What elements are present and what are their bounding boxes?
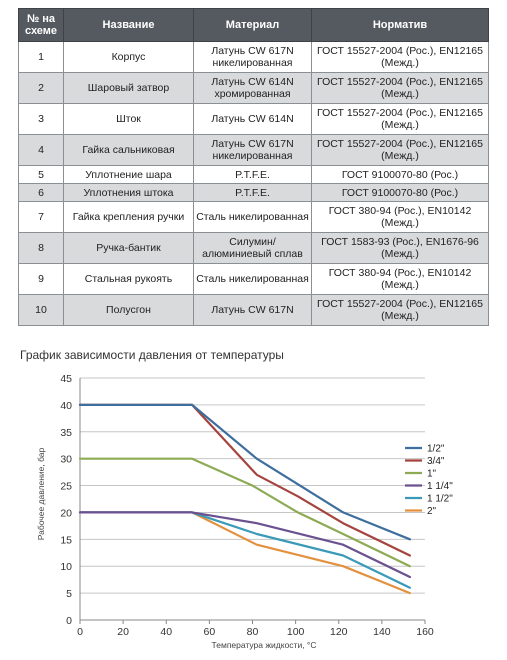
cell-standard: ГОСТ 9100070-80 (Рос.) (311, 183, 489, 202)
cell-standard: ГОСТ 380-94 (Рос.), EN10142 (Межд.) (311, 263, 489, 295)
table-row: 6 Уплотнения штока P.T.F.E. ГОСТ 9100070… (18, 183, 489, 202)
cell-material: Латунь CW 614N (193, 103, 312, 135)
y-tick-label: 40 (60, 400, 72, 412)
cell-material: Латунь CW 614N хромированная (193, 72, 312, 104)
cell-standard: ГОСТ 15527-2004 (Рос.), EN12165 (Межд.) (311, 134, 489, 166)
parts-table: № на схеме Название Материал Норматив 1 … (18, 8, 489, 326)
cell-standard: ГОСТ 15527-2004 (Рос.), EN12165 (Межд.) (311, 72, 489, 104)
chart-heading: График зависимости давления от температу… (20, 348, 284, 362)
cell-number: 6 (18, 183, 64, 202)
x-tick-label: 80 (247, 626, 259, 638)
x-axis-title: Температура жидкости, °С (212, 640, 317, 650)
chart-series (78, 403, 411, 595)
table-row: 5 Уплотнение шара P.T.F.E. ГОСТ 9100070-… (18, 165, 489, 184)
series-line (78, 511, 411, 579)
legend-label: 1 1/2" (427, 494, 453, 505)
x-tick-label: 140 (373, 626, 391, 638)
x-tick-label: 20 (117, 626, 129, 638)
y-tick-label: 0 (66, 615, 72, 627)
x-tick-label: 160 (416, 626, 434, 638)
cell-number: 2 (18, 72, 64, 104)
cell-standard: ГОСТ 15527-2004 (Рос.), EN12165 (Межд.) (311, 294, 489, 326)
cell-name: Шаровый затвор (63, 72, 194, 104)
x-tick-label: 60 (204, 626, 216, 638)
series-line (78, 457, 411, 568)
chart-axes: 0 5 10 15 20 25 30 35 40 45 0 20 40 60 80 100 120 140 160 (60, 373, 434, 638)
cell-name: Шток (63, 103, 194, 135)
series-line (78, 403, 411, 541)
series-line (78, 403, 411, 557)
cell-number: 7 (18, 201, 64, 233)
y-tick-label: 10 (60, 561, 72, 573)
cell-material: Латунь CW 617N (193, 294, 312, 326)
x-tick-label: 40 (160, 626, 172, 638)
cell-material: Латунь CW 617N никелированная (193, 41, 312, 73)
cell-standard: ГОСТ 15527-2004 (Рос.), EN12165 (Межд.) (311, 103, 489, 135)
cell-name: Гайка сальниковая (63, 134, 194, 166)
cell-number: 3 (18, 103, 64, 135)
cell-name: Полусгон (63, 294, 194, 326)
table-row: 10 Полусгон Латунь CW 617N ГОСТ 15527-20… (18, 294, 489, 326)
legend-label: 2" (427, 506, 437, 517)
cell-number: 8 (18, 232, 64, 264)
legend-label: 1 1/4" (427, 481, 453, 492)
chart-legend: 1/2"3/4" 1"1 1/4" 1 1/2"2" (405, 444, 453, 517)
x-tick-label: 0 (77, 626, 83, 638)
cell-name: Корпус (63, 41, 194, 73)
cell-standard: ГОСТ 1583-93 (Рос.), EN1676-96 (Межд.) (311, 232, 489, 264)
cell-number: 4 (18, 134, 64, 166)
y-tick-label: 5 (66, 588, 72, 600)
series-line (78, 511, 411, 589)
cell-material: Сталь никелированная (193, 201, 312, 233)
table-row: 2 Шаровый затвор Латунь CW 614N хромиров… (18, 72, 489, 104)
y-tick-label: 15 (60, 534, 72, 546)
y-tick-label: 20 (60, 507, 72, 519)
table-header-row: № на схеме Название Материал Норматив (18, 8, 489, 42)
cell-name: Гайка крепления ручки (63, 201, 194, 233)
table-row: 1 Корпус Латунь CW 617N никелированная Г… (18, 41, 489, 73)
cell-name: Уплотнения штока (63, 183, 194, 202)
y-tick-label: 25 (60, 481, 72, 493)
y-tick-label: 30 (60, 454, 72, 466)
header-name: Название (63, 8, 194, 42)
table-row: 9 Стальная рукоять Сталь никелированная … (18, 263, 489, 295)
table-row: 8 Ручка-бантик Силумин/ алюминиевый спла… (18, 232, 489, 264)
header-material: Материал (193, 8, 312, 42)
x-tick-label: 120 (330, 626, 348, 638)
cell-number: 9 (18, 263, 64, 295)
table-row: 3 Шток Латунь CW 614N ГОСТ 15527-2004 (Р… (18, 103, 489, 135)
cell-standard: ГОСТ 15527-2004 (Рос.), EN12165 (Межд.) (311, 41, 489, 73)
cell-name: Стальная рукоять (63, 263, 194, 295)
cell-standard: ГОСТ 9100070-80 (Рос.) (311, 165, 489, 184)
legend-label: 1" (427, 469, 437, 480)
cell-number: 1 (18, 41, 64, 73)
y-axis-title: Рабочее давление, бар (36, 447, 46, 540)
cell-number: 10 (18, 294, 64, 326)
table-row: 7 Гайка крепления ручки Сталь никелирова… (18, 201, 489, 233)
cell-material: P.T.F.E. (193, 165, 312, 184)
cell-name: Ручка-бантик (63, 232, 194, 264)
legend-label: 1/2" (427, 444, 445, 455)
cell-material: P.T.F.E. (193, 183, 312, 202)
cell-name: Уплотнение шара (63, 165, 194, 184)
header-standard: Норматив (311, 8, 489, 42)
cell-standard: ГОСТ 380-94 (Рос.), EN10142 (Межд.) (311, 201, 489, 233)
header-number: № на схеме (18, 8, 64, 42)
y-tick-label: 35 (60, 427, 72, 439)
legend-label: 3/4" (427, 456, 445, 467)
x-tick-label: 100 (287, 626, 305, 638)
cell-material: Латунь CW 617N никелированная (193, 134, 312, 166)
table-row: 4 Гайка сальниковая Латунь CW 617N никел… (18, 134, 489, 166)
cell-material: Сталь никелированная (193, 263, 312, 295)
cell-material: Силумин/ алюминиевый сплав (193, 232, 312, 264)
cell-number: 5 (18, 165, 64, 184)
y-tick-label: 45 (60, 373, 72, 385)
